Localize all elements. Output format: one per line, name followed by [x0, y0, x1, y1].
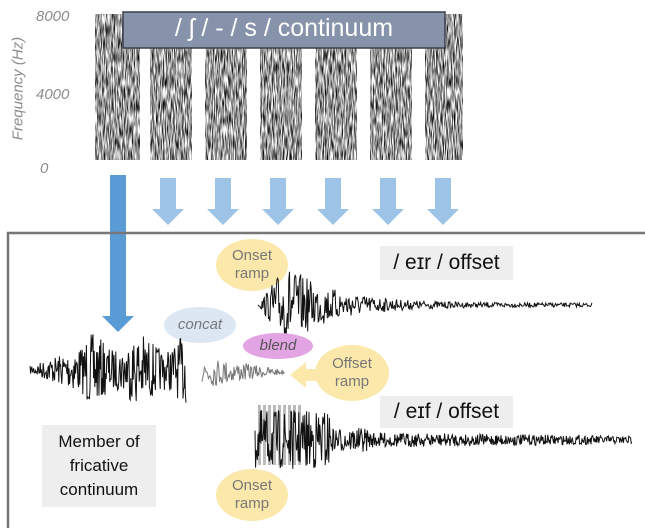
- arrow: [427, 178, 459, 225]
- arrow: [262, 178, 294, 225]
- axis-label: Frequency (Hz): [10, 29, 27, 149]
- eir-offset-label: / eɪr / offset: [380, 246, 513, 280]
- member-label: Member of fricative continuum: [42, 425, 156, 507]
- waveform: [258, 272, 592, 343]
- concat-label: concat: [165, 316, 235, 334]
- eif-offset-label: / eɪf / offset: [380, 396, 513, 428]
- arrow: [152, 178, 184, 225]
- onset-ramp-label: Onset ramp: [226, 477, 278, 513]
- tick-label: 0: [40, 160, 60, 177]
- arrow: [102, 175, 134, 332]
- arrow: [372, 178, 404, 225]
- waveform: [202, 361, 284, 386]
- title: / ʃ / - / s / continuum: [123, 14, 445, 43]
- arrow: [317, 178, 349, 225]
- onset-ramp-label: Onset ramp: [226, 247, 278, 283]
- offset-ramp-label: Offset ramp: [322, 355, 382, 391]
- tick-label: 4000: [36, 86, 84, 103]
- page: / ʃ / - / s / continuum 8000 4000 0 Freq…: [0, 0, 645, 528]
- tick-label: 8000: [36, 8, 84, 25]
- arrow: [207, 178, 239, 225]
- waveform: [30, 334, 186, 402]
- blend-label: blend: [245, 337, 311, 355]
